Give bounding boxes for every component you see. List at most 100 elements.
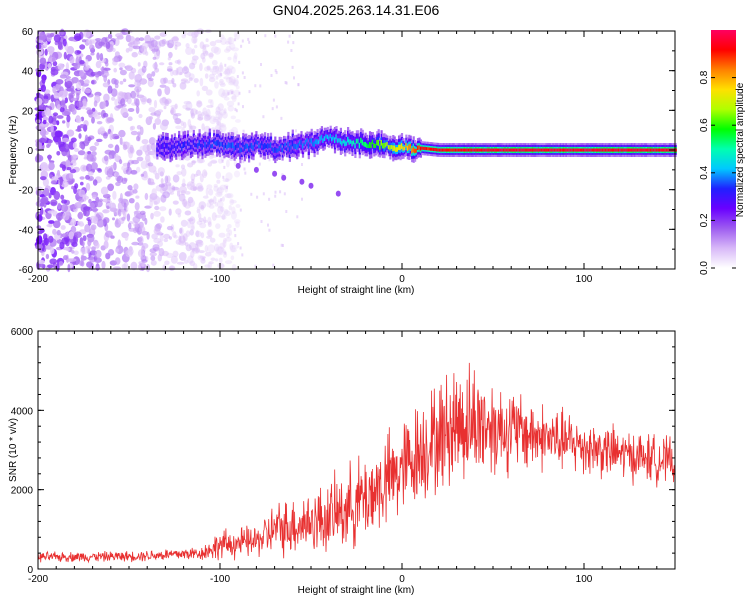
- ridge-blob: [335, 190, 341, 197]
- noise-blob: [115, 33, 123, 38]
- noise-speck: [274, 34, 277, 38]
- ridge-cell: [281, 147, 284, 153]
- noise-blob: [114, 98, 118, 107]
- noise-blob: [176, 171, 183, 176]
- ridge-cell: [582, 148, 586, 152]
- noise-blob: [167, 57, 171, 61]
- colorbar: 0.0 0.2 0.4 0.6 0.8 Normalized spectral ampl…: [699, 30, 746, 275]
- noise-blob: [194, 242, 203, 246]
- ridge-cell: [533, 148, 536, 152]
- noise-blob: [149, 116, 154, 120]
- ridge-cell: [558, 148, 561, 152]
- ridge-cell: [577, 148, 580, 152]
- ridge-cell: [335, 134, 338, 140]
- noise-blob: [110, 164, 116, 169]
- noise-blob: [180, 219, 188, 227]
- noise-blob: [196, 169, 201, 176]
- noise-blob: [181, 66, 190, 75]
- ridge-cell: [530, 148, 533, 152]
- noise-blob: [132, 40, 141, 45]
- noise-blob: [47, 154, 52, 162]
- noise-blob: [137, 62, 141, 67]
- noise-blob: [121, 165, 128, 171]
- noise-blob: [198, 217, 204, 223]
- ridge-cell: [648, 148, 651, 152]
- noise-blob: [118, 92, 126, 97]
- noise-blob: [174, 44, 178, 50]
- ridge-cell: [499, 148, 503, 152]
- noise-blob: [195, 239, 204, 248]
- noise-blob: [188, 124, 193, 133]
- noise-blob: [235, 85, 240, 90]
- noise-blob: [200, 258, 206, 264]
- noise-blob: [208, 188, 214, 196]
- noise-blob: [115, 248, 120, 253]
- noise-blob: [208, 52, 214, 59]
- noise-blob: [191, 48, 196, 55]
- ridge-cell: [534, 148, 538, 152]
- x-tick-label: -200: [28, 574, 48, 585]
- noise-blob: [48, 115, 54, 124]
- ridge-cell: [550, 148, 554, 152]
- noise-blob: [144, 150, 151, 156]
- ridge-cell: [178, 140, 181, 147]
- ridge-cell: [441, 148, 444, 152]
- ridge-cell: [252, 145, 255, 151]
- noise-blob: [53, 220, 61, 229]
- noise-blob: [191, 160, 197, 164]
- noise-blob: [179, 185, 188, 194]
- ridge-cell: [422, 146, 425, 150]
- noise-blob: [60, 28, 65, 36]
- noise-blob: [132, 216, 141, 224]
- noise-blob: [53, 92, 60, 99]
- ridge-cell: [451, 148, 455, 152]
- noise-blob: [216, 186, 225, 194]
- noise-blob: [167, 68, 173, 72]
- noise-blob: [127, 185, 133, 191]
- noise-blob: [216, 179, 221, 184]
- noise-blob: [225, 260, 233, 265]
- noise-blob: [168, 62, 173, 66]
- noise-blob: [119, 80, 124, 85]
- noise-blob: [87, 171, 94, 176]
- noise-blob: [141, 45, 148, 55]
- noise-blob: [226, 193, 234, 199]
- noise-blob: [198, 212, 202, 219]
- noise-blob: [99, 53, 104, 61]
- ridge-cell: [301, 143, 305, 149]
- noise-blob: [191, 58, 198, 65]
- noise-blob: [130, 125, 136, 130]
- noise-blob: [42, 116, 49, 122]
- noise-speck: [279, 190, 282, 194]
- noise-blob: [48, 235, 54, 243]
- ridge-cell: [403, 146, 406, 151]
- noise-blob: [70, 85, 75, 93]
- ridge-cell: [497, 148, 500, 152]
- ridge-cell: [345, 141, 348, 146]
- ridge-cell: [569, 148, 572, 152]
- noise-blob: [149, 252, 157, 257]
- noise-blob: [189, 125, 197, 130]
- noise-speck: [280, 116, 283, 120]
- noise-blob: [123, 202, 127, 211]
- noise-blob: [231, 248, 237, 253]
- noise-blob: [56, 151, 61, 156]
- colorbar-ticks: 0.0 0.2 0.4 0.6 0.8: [699, 70, 736, 275]
- noise-blob: [139, 145, 147, 151]
- ridge-cell: [274, 146, 277, 153]
- noise-blob: [59, 163, 64, 168]
- noise-blob: [178, 252, 187, 261]
- noise-blob: [202, 107, 208, 115]
- ridge-cell: [456, 148, 459, 152]
- noise-blob: [209, 68, 214, 73]
- noise-blob: [48, 162, 55, 171]
- ridge-cell: [421, 146, 424, 150]
- ridge-cell: [176, 144, 179, 149]
- noise-blob: [95, 38, 102, 42]
- x-tick-label: -200: [28, 274, 48, 285]
- noise-blob: [196, 100, 203, 105]
- y-tick-label: -60: [19, 265, 34, 276]
- noise-blob: [53, 34, 62, 43]
